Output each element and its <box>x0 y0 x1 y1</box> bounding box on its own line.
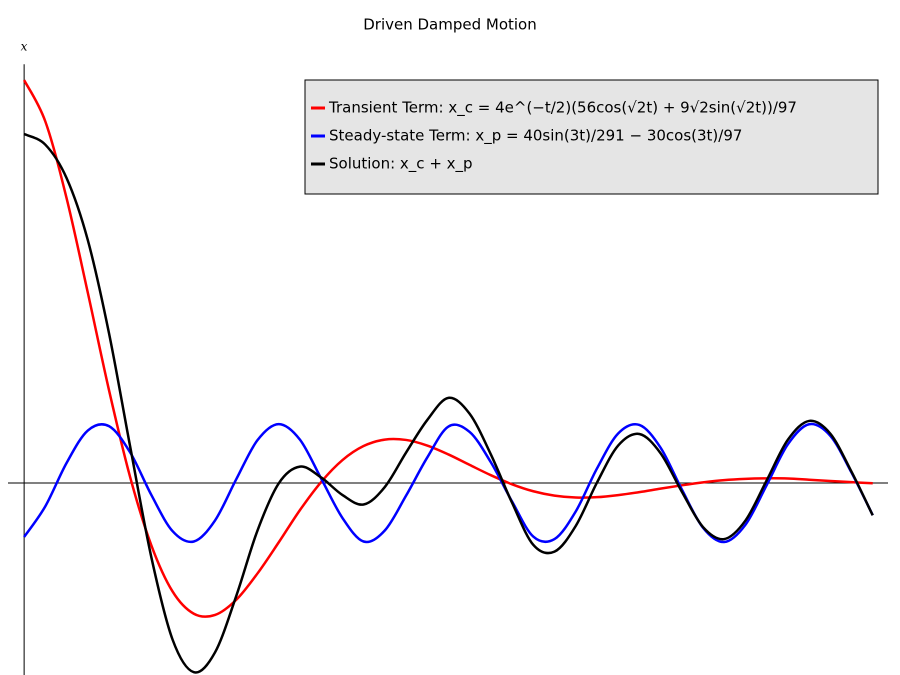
series-line <box>23 132 874 674</box>
legend-box <box>304 79 879 195</box>
series-line <box>23 79 873 618</box>
legend-label: Steady-state Term: x_p = 40sin(3t)/291 −… <box>329 127 742 146</box>
chart-title: Driven Damped Motion <box>363 16 537 34</box>
y-axis-label: x <box>21 40 28 54</box>
series-line <box>23 422 874 544</box>
legend-label: Solution: x_c + x_p <box>329 155 473 174</box>
legend-label: Transient Term: x_c = 4e^(−t/2)(56cos(√2… <box>328 99 797 118</box>
